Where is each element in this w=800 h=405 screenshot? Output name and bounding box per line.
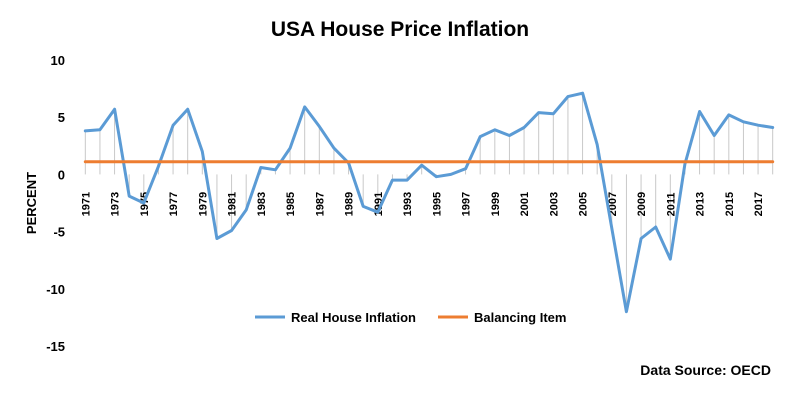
x-tick-label: 1971 [80,192,92,216]
chart-title: USA House Price Inflation [271,18,529,41]
y-tick-label: -15 [46,339,65,354]
x-tick-label: 1985 [285,192,297,216]
x-tick-label: 1995 [431,192,443,216]
y-tick-label: 5 [58,110,65,125]
legend-label-balancing-item: Balancing Item [474,310,566,325]
x-tick-label: 2017 [753,192,765,216]
x-tick-label: 2009 [636,192,648,216]
series-layer [83,91,775,314]
x-tick-label: 1989 [344,192,356,216]
y-axis-label: PERCENT [24,172,39,234]
x-tick-label: 2015 [724,192,736,216]
x-tick-label: 1973 [110,192,122,216]
x-tick-label: 1981 [227,192,239,216]
x-tick-label: 1977 [168,192,180,216]
x-tick-label: 2001 [519,192,531,216]
data-source-note: Data Source: OECD [640,362,771,378]
y-tick-label: -10 [46,282,65,297]
series-line-real-house-inflation [83,91,775,314]
x-tick-label: 2011 [665,193,677,217]
x-axis-ticks: 1971 1973 1975 1977 1979 1981 1983 1985 1987 1989… [80,192,765,216]
y-tick-label: 10 [51,53,65,68]
y-tick-label: 0 [58,167,65,182]
legend-label-real-house-inflation: Real House Inflation [291,310,416,325]
x-tick-label: 1999 [490,192,502,216]
x-tick-label: 1979 [197,192,209,216]
x-tick-label: 1993 [402,192,414,216]
x-tick-label: 2003 [548,192,560,216]
legend: Real House Inflation Balancing Item [255,310,566,325]
x-tick-label: 1983 [256,192,268,216]
y-tick-label: -5 [53,225,65,240]
y-axis-ticks: 10 5 0 -5 -10 -15 [46,53,65,354]
x-tick-label: 1997 [461,192,473,216]
x-tick-label: 2005 [578,192,590,216]
x-tick-label: 1975 [139,192,151,216]
x-tick-label: 1987 [314,192,326,216]
x-tick-label: 2013 [695,192,707,216]
